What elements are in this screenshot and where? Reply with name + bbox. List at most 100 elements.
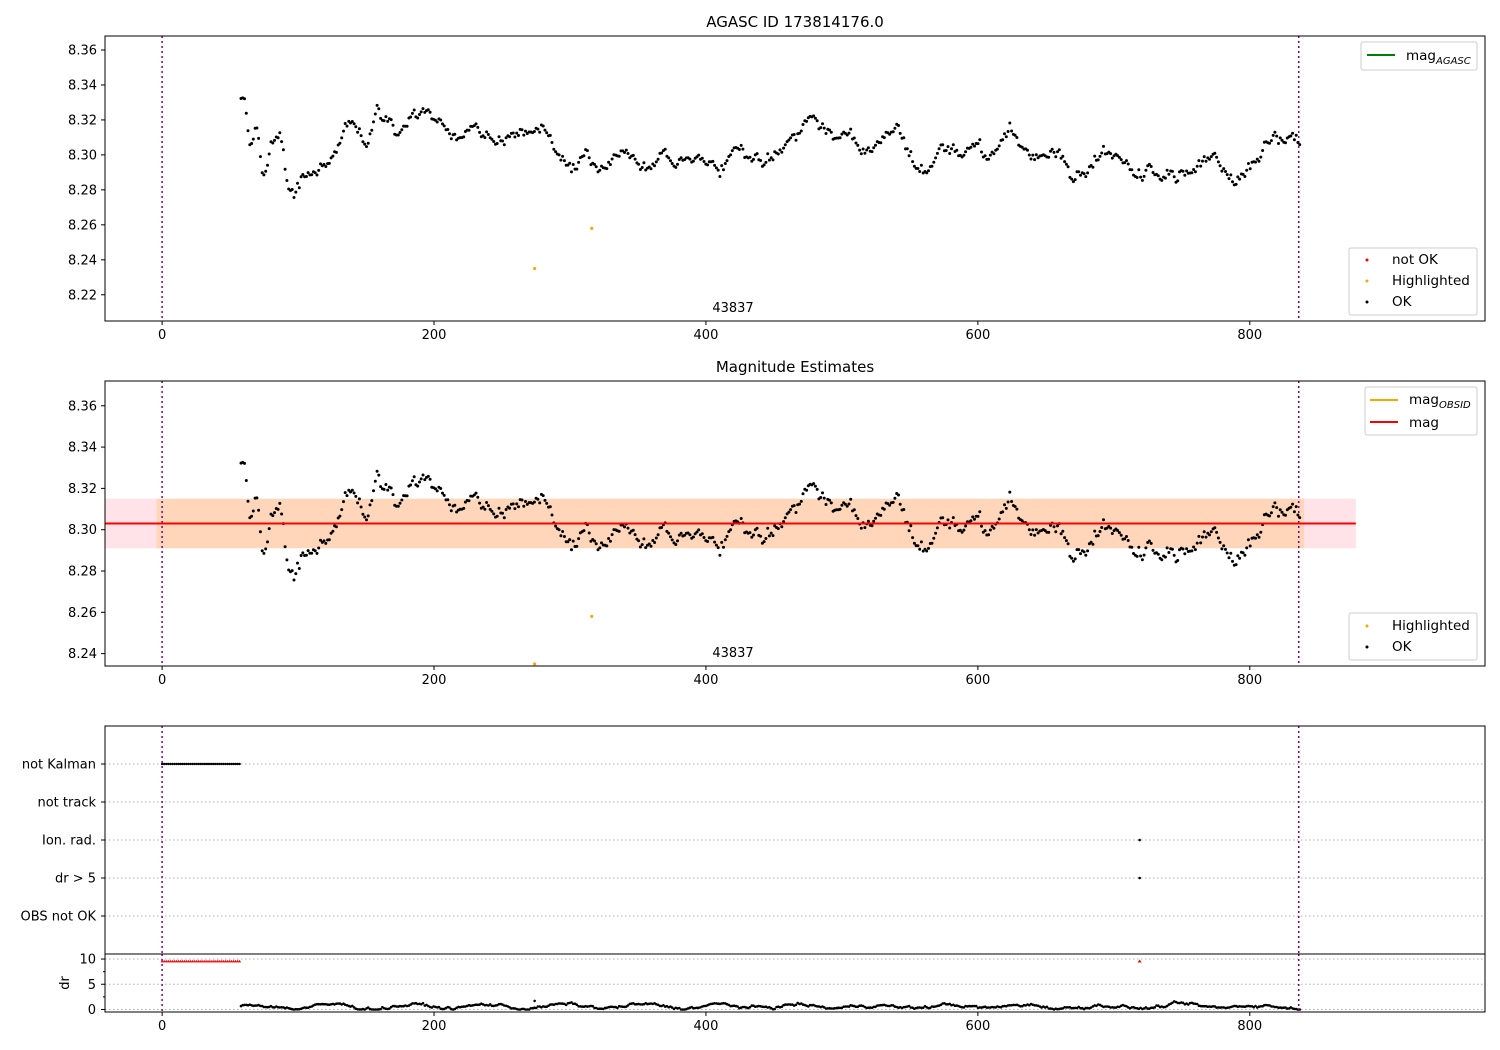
flags-points	[160, 726, 1300, 954]
ok-point	[1091, 542, 1095, 546]
highlighted-point	[533, 662, 537, 666]
ok-point	[654, 536, 658, 540]
dr-point	[520, 1007, 524, 1011]
ok-point	[1015, 136, 1019, 139]
dr-points	[160, 954, 1301, 1012]
ok-point	[375, 103, 379, 107]
ok-point	[725, 534, 729, 538]
ok-point	[1280, 138, 1284, 142]
ok-point	[815, 119, 819, 123]
ok-point	[950, 147, 953, 151]
legend-ok-label: OK	[1392, 294, 1413, 310]
ok-point	[504, 508, 508, 511]
ok-point	[280, 140, 284, 144]
legend-highlighted-label: Highlighted	[1392, 618, 1470, 634]
ok-point	[486, 504, 490, 508]
ok-point	[683, 533, 687, 537]
ok-point	[571, 163, 575, 166]
not-kalman-point	[160, 762, 164, 766]
ok-point	[654, 160, 658, 164]
ok-point	[1292, 138, 1296, 142]
ok-point	[948, 152, 952, 155]
ok-point	[260, 171, 264, 175]
dr-flagged-point	[213, 959, 217, 963]
ok-point	[722, 545, 725, 549]
dr-flagged-point	[185, 959, 189, 963]
ok-point	[273, 138, 276, 142]
ok-point	[1278, 136, 1282, 140]
ok-point	[897, 124, 900, 127]
ok-point	[706, 163, 710, 167]
ok-point	[267, 152, 271, 156]
dr-point	[939, 1003, 943, 1007]
ok-point	[1197, 159, 1201, 163]
not-kalman-point	[230, 762, 233, 766]
ok-point	[520, 498, 524, 502]
dr-point	[681, 1008, 685, 1011]
not-kalman-point	[177, 762, 180, 766]
ok-point	[386, 119, 390, 123]
dr-y-tick-label: 10	[79, 953, 96, 968]
dr-point	[534, 1006, 538, 1010]
ok-point	[653, 164, 657, 168]
dr-point	[1077, 1005, 1080, 1009]
ok-point	[637, 162, 641, 166]
ok-point	[324, 541, 328, 545]
ok-point	[988, 153, 992, 157]
ok-point	[1125, 159, 1128, 163]
ok-point	[1061, 529, 1065, 533]
dr-point	[948, 1002, 951, 1006]
ok-point	[483, 507, 487, 511]
magnitude-estimates-title: Magnitude Estimates	[716, 358, 874, 376]
ok-point	[495, 514, 499, 518]
ok-point	[1006, 130, 1010, 133]
dr-point	[794, 1003, 798, 1007]
ok-point	[642, 537, 646, 541]
ok-point	[660, 526, 664, 529]
ok-point	[902, 508, 906, 511]
ok-point	[571, 539, 575, 543]
y-tick-label: 8.26	[68, 218, 97, 233]
y-tick-label: 8.28	[68, 183, 97, 198]
ok-point	[631, 153, 635, 157]
agasc-line-legend: magAGASC	[1360, 41, 1478, 71]
not-kalman-point	[187, 762, 190, 766]
ok-point	[677, 533, 681, 537]
ok-point	[1003, 503, 1006, 507]
flags-grid	[105, 763, 1485, 917]
ok-point	[1061, 154, 1065, 158]
ok-point	[448, 132, 451, 136]
ok-point	[688, 157, 692, 161]
y-tick-label: 8.26	[68, 606, 97, 621]
ok-point	[294, 572, 298, 576]
ok-point	[278, 131, 282, 135]
ok-point	[396, 133, 400, 137]
ok-point	[566, 540, 570, 544]
dr-point	[1195, 1002, 1199, 1006]
ok-point	[1029, 533, 1033, 536]
ok-point	[872, 146, 876, 150]
ok-point	[1056, 150, 1059, 154]
dr-point	[1202, 1004, 1206, 1008]
ok-point	[879, 513, 883, 517]
ok-point	[964, 524, 968, 528]
dr-flagged-point	[168, 959, 172, 963]
ok-point	[1268, 141, 1272, 145]
dr-panel-axes: 0 5 10 0 200 400 600 800	[79, 953, 1485, 1034]
ok-point	[829, 501, 833, 505]
x-tick-label: 200	[422, 673, 447, 688]
ok-point	[759, 159, 763, 162]
not-kalman-point	[238, 762, 241, 766]
ok-point	[1117, 155, 1121, 159]
y-tick-label: 8.30	[68, 148, 97, 163]
ok-point	[716, 546, 720, 550]
ok-point	[1086, 549, 1090, 553]
highlighted-point	[533, 266, 537, 271]
ok-point	[1096, 158, 1100, 162]
dr-flagged-point	[1137, 959, 1142, 963]
ok-point	[783, 143, 787, 147]
ok-point	[1149, 165, 1153, 168]
dr-flagged-point	[174, 959, 178, 963]
y-tick-label: 8.32	[68, 482, 97, 497]
ok-point	[1202, 530, 1206, 534]
